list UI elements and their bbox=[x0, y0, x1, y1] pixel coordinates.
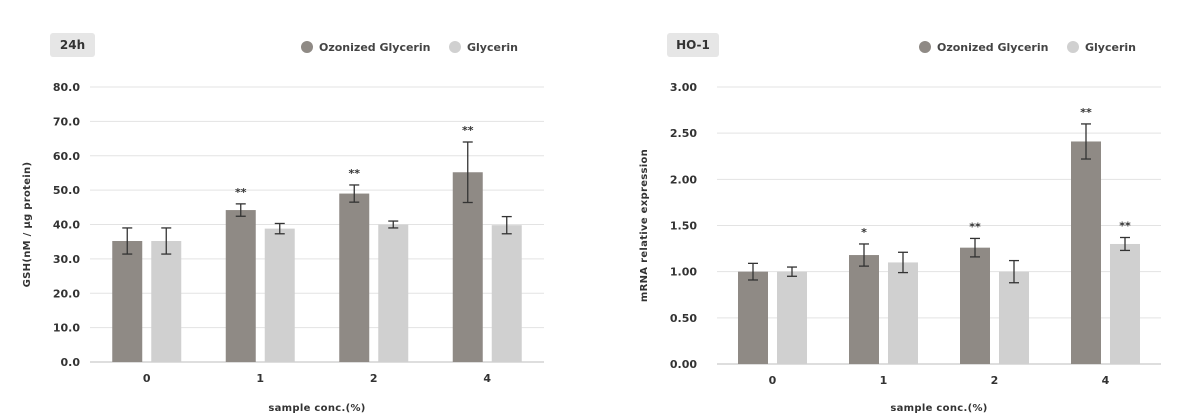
bar bbox=[777, 271, 807, 364]
significance-label: ** bbox=[462, 124, 474, 137]
x-tick-label: 2 bbox=[370, 372, 378, 385]
x-tick-label: 4 bbox=[483, 372, 491, 385]
bar bbox=[151, 241, 182, 362]
gsh-chart: 24h Ozonized Glycerin Glycerin 0.0 10.0 20.0 3… bbox=[22, 33, 544, 414]
bar bbox=[225, 210, 256, 362]
y-tick-label: 1.00 bbox=[670, 266, 697, 279]
y-tick-label: 0.00 bbox=[670, 358, 697, 371]
significance-label: * bbox=[861, 226, 867, 239]
y-axis-title: mRNA relative expression bbox=[639, 149, 650, 302]
legend-swatch bbox=[919, 41, 931, 53]
bar bbox=[378, 224, 409, 362]
y-tick-label: 3.00 bbox=[670, 81, 697, 94]
bar bbox=[264, 228, 295, 362]
x-tick-label: 1 bbox=[256, 372, 264, 385]
significance-label: ** bbox=[969, 220, 981, 233]
legend-label: Ozonized Glycerin bbox=[937, 41, 1048, 54]
significance-label: ** bbox=[348, 167, 360, 180]
ho1-chart: HO-1 Ozonized Glycerin Glycerin 0.00 0.50 1.0… bbox=[639, 33, 1161, 414]
title-badge bbox=[667, 33, 719, 57]
legend-label: Glycerin bbox=[467, 41, 518, 54]
y-tick-label: 30.0 bbox=[53, 253, 80, 266]
y-tick-label: 20.0 bbox=[53, 287, 80, 300]
y-axis-title: GSH(nM / μg protein) bbox=[22, 162, 33, 288]
bar bbox=[339, 193, 370, 362]
x-tick-label: 0 bbox=[143, 372, 151, 385]
bar bbox=[1071, 141, 1101, 364]
chart-title: 24h bbox=[60, 38, 85, 52]
bar bbox=[888, 262, 918, 364]
y-tick-label: 60.0 bbox=[53, 150, 80, 163]
legend-swatch bbox=[301, 41, 313, 53]
y-tick-label: 50.0 bbox=[53, 184, 80, 197]
y-tick-label: 0.50 bbox=[670, 312, 697, 325]
legend-label: Ozonized Glycerin bbox=[319, 41, 430, 54]
bar bbox=[738, 271, 768, 364]
y-tick-label: 40.0 bbox=[53, 219, 80, 232]
significance-label: ** bbox=[235, 186, 247, 199]
x-axis-title: sample conc.(%) bbox=[890, 403, 987, 414]
y-tick-label: 1.50 bbox=[670, 220, 697, 233]
chart-title: HO-1 bbox=[676, 38, 710, 52]
y-tick-label: 0.0 bbox=[61, 356, 81, 369]
significance-label: ** bbox=[1080, 106, 1092, 119]
bar bbox=[112, 241, 143, 362]
legend-swatch bbox=[449, 41, 461, 53]
x-tick-label: 2 bbox=[991, 374, 999, 387]
bar bbox=[999, 271, 1029, 364]
y-tick-label: 70.0 bbox=[53, 115, 80, 128]
x-tick-label: 0 bbox=[769, 374, 777, 387]
title-badge bbox=[50, 33, 95, 57]
significance-label: ** bbox=[1119, 220, 1131, 233]
y-tick-label: 2.50 bbox=[670, 127, 697, 140]
bar bbox=[960, 247, 990, 364]
y-tick-label: 80.0 bbox=[53, 81, 80, 94]
legend-label: Glycerin bbox=[1085, 41, 1136, 54]
legend-swatch bbox=[1067, 41, 1079, 53]
bar bbox=[452, 172, 483, 362]
bar bbox=[849, 255, 879, 364]
bar bbox=[1110, 243, 1140, 364]
y-tick-label: 10.0 bbox=[53, 322, 80, 335]
x-tick-label: 4 bbox=[1102, 374, 1110, 387]
x-axis-title: sample conc.(%) bbox=[268, 403, 365, 414]
x-tick-label: 1 bbox=[880, 374, 888, 387]
bar bbox=[491, 225, 522, 362]
y-tick-label: 2.00 bbox=[670, 173, 697, 186]
